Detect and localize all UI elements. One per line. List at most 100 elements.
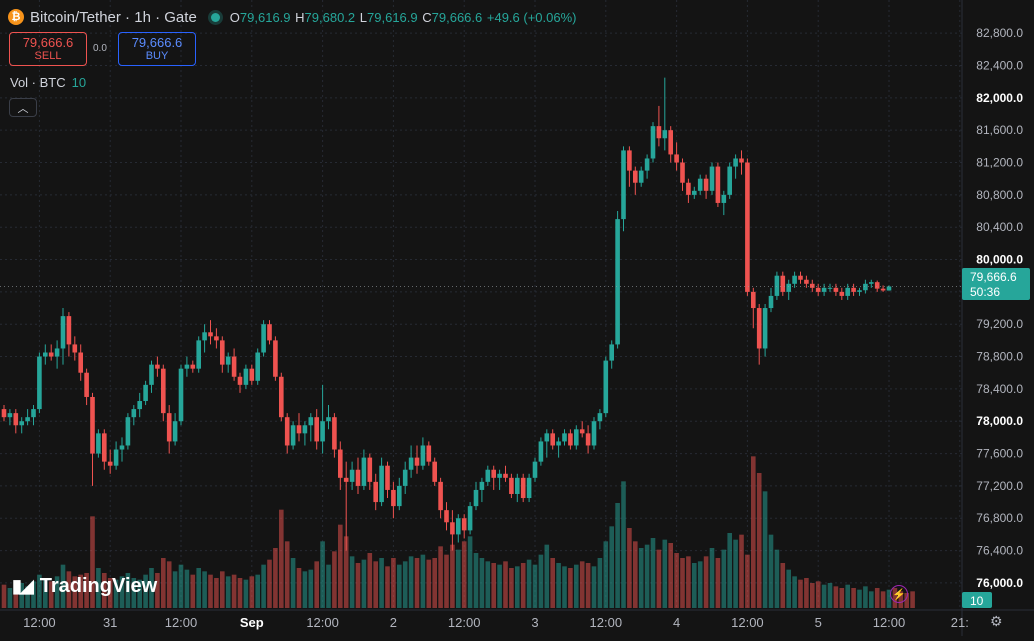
gear-icon[interactable]: ⚙ [990,613,1003,629]
volume-bar [727,533,732,608]
volume-legend[interactable]: Vol · BTC 10 [10,75,86,90]
time-tick-label: 12:00 [873,615,906,630]
price-tick-label: 78,400.0 [976,382,1023,396]
lightning-icon[interactable]: ⚡ [890,585,908,603]
volume-bar [774,549,780,608]
volume-bar [815,581,821,608]
volume-badge-bg [962,592,992,608]
candle-body [279,376,284,418]
interval[interactable]: 1h [134,8,151,26]
volume-bar [497,564,502,608]
candle-body [456,518,461,535]
volume-bar [562,566,567,608]
volume-bar [84,573,89,608]
volume-bar [37,574,42,608]
volume-bar [237,578,243,608]
candle-body [343,477,349,482]
candle-body [84,372,89,397]
candle-body [31,409,36,418]
volume-bar [450,544,455,608]
candle-body [13,413,19,426]
price-tick-label: 81,600.0 [976,123,1023,137]
candle-body [579,429,585,434]
candle-body [261,324,266,353]
volume-bar [810,583,815,608]
symbol-name[interactable]: Bitcoin/Tether [30,8,121,26]
candle-body [851,287,856,292]
candle-body [273,340,278,377]
candle-body [54,348,60,357]
volume-bar [397,564,402,608]
volume-bar [467,536,473,608]
volume-bar [520,563,526,608]
volume-bar [107,578,113,608]
candle-body [727,166,732,195]
time-tick-label: 12:00 [731,615,764,630]
volume-bar [273,548,278,608]
candle-body [709,166,715,191]
volume-bar [739,534,744,608]
ohlc-open: O79,616.9 [229,9,291,25]
candle-body [591,421,597,446]
volume-bar [603,541,609,608]
time-axis[interactable]: 12:00 31 12:00 Sep 12:00 2 12:00 3 12:00 4 12:00 5 1… [23,615,969,630]
price-axis[interactable]: 82,800.0 82,400.0 82,000.0 81,600.0 81,200.0… [976,26,1023,590]
volume-bar [290,558,296,608]
volume-bar [886,589,892,608]
volume-bar [621,481,626,608]
price-tick-label: 77,600.0 [976,447,1023,461]
candle-body [751,291,756,309]
candle-body [745,162,750,292]
volume-bar [833,586,839,608]
price-tick-label: 77,200.0 [976,479,1023,493]
volume-bar [515,566,520,608]
candle-body [314,417,319,442]
candle-body [686,182,691,195]
candle-body [638,170,644,183]
volume-bar [361,559,367,608]
symbol-legend[interactable]: ₿ Bitcoin/Tether · 1h · Gate O79,616.9 H… [8,7,578,27]
volume-bar [113,579,119,608]
volume-bar [721,549,727,608]
candle-body [739,158,744,163]
volume-bar [633,541,638,608]
volume-bar [638,548,644,608]
volume-bar [456,549,461,608]
candle-body [332,417,337,450]
volume-bar [43,578,48,608]
candle-body [520,477,526,499]
candle-body [290,425,296,446]
candle-body [786,283,791,292]
volume-bar [119,576,125,608]
volume-bar [178,564,184,608]
buy-button[interactable]: 79,666.6 BUY [118,32,196,66]
candle-body [810,283,815,288]
tradingview-logo[interactable]: ▮◢ TradingView [12,575,157,598]
candle-body [149,364,154,385]
collapse-legend-button[interactable]: ︿ [9,98,37,117]
ohlc-change: +49.6 (+0.06%) [486,9,577,25]
candle-body [509,477,514,494]
ohlc-low: L79,616.9 [359,9,418,25]
volume-bar [166,561,172,608]
candle-body [202,332,207,341]
candle-body [550,433,555,446]
price-tick-label: 76,000.0 [976,576,1023,590]
sell-button[interactable]: 79,666.6 SELL [9,32,87,66]
volume-bar [851,588,856,608]
volume-bar [491,563,496,608]
volume-bar [231,574,237,608]
time-tick-label: 12:00 [448,615,481,630]
candle-body [526,477,532,499]
volume-bar [656,549,662,608]
volume-bar [155,573,160,608]
candle-body [804,279,809,284]
volume-bar [591,566,597,608]
candle-body [385,465,390,490]
volume-bar [904,593,909,608]
volume-bar [680,558,685,608]
candle-body [373,481,378,503]
candle-body [461,518,467,531]
